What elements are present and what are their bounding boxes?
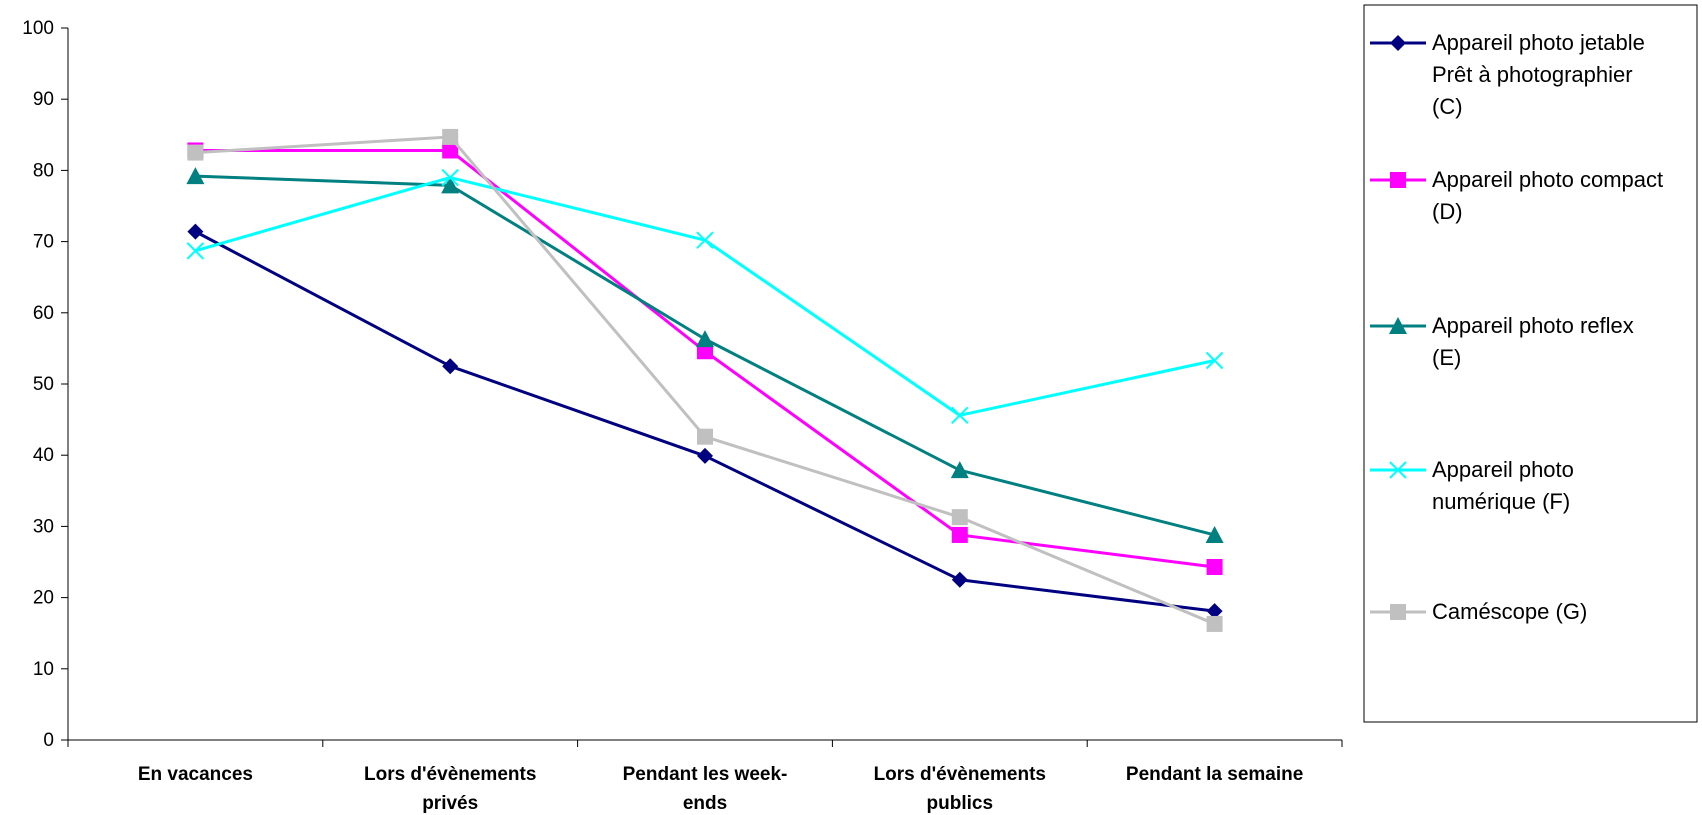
y-tick-label: 80 (33, 160, 54, 181)
y-tick-label: 70 (33, 232, 54, 253)
series-line (194, 176, 1215, 417)
x-axis-categories: En vacances Lors d'évènements privés Pendan… (67, 740, 1343, 814)
data-point (442, 142, 459, 159)
legend-marker (1389, 461, 1407, 479)
series-line (195, 135, 1216, 626)
y-tick-label: 40 (33, 445, 54, 466)
data-point (186, 167, 205, 185)
x-category-label: Lors d'évènements publics (874, 764, 1046, 814)
data-point (1206, 615, 1223, 632)
legend-entry: Appareil photo jetable Prêt à photographi… (1370, 30, 1645, 119)
data-point (951, 526, 968, 543)
legend-entry: Caméscope (G) (1370, 599, 1587, 624)
data-point (950, 461, 969, 479)
chart-series (186, 128, 1224, 632)
y-tick-label: 90 (33, 89, 54, 110)
series-1 (187, 223, 1223, 620)
data-point (697, 447, 713, 464)
chart-legend: Appareil photo jetable Prêt à photographi… (1363, 4, 1698, 723)
y-tick-label: 30 (33, 516, 54, 537)
series-4 (186, 168, 1224, 425)
data-point (187, 223, 204, 240)
data-point (697, 343, 713, 360)
x-category-label: Pendant les week-ends (623, 764, 788, 814)
data-point (951, 509, 968, 526)
legend-marker (1389, 317, 1407, 334)
y-tick-label: 0 (43, 730, 54, 751)
legend-marker (1390, 604, 1406, 620)
y-tick-label: 10 (33, 659, 54, 680)
data-point (951, 571, 968, 588)
y-tick-label: 100 (22, 18, 54, 39)
data-point (1205, 351, 1224, 370)
data-point (187, 144, 204, 161)
data-point (696, 231, 714, 249)
x-category-label: Pendant la semaine (1126, 764, 1303, 785)
data-point (186, 242, 205, 260)
data-point (441, 176, 460, 194)
chart-axes (67, 28, 1342, 741)
series-5 (187, 128, 1223, 632)
y-tick-label: 50 (33, 374, 54, 395)
data-point (696, 330, 714, 348)
data-point (441, 168, 459, 187)
data-point (1206, 558, 1223, 575)
legend-label: Appareil photo reflex (E) (1432, 313, 1634, 370)
legend-label: Appareil photo jetable Prêt à photographi… (1432, 30, 1645, 119)
legend-label: Appareil photo compact (D) (1432, 167, 1663, 224)
legend-marker (1390, 172, 1406, 188)
legend-entry: Appareil photo compact (D) (1370, 167, 1663, 224)
series-3 (186, 167, 1224, 543)
data-point (697, 428, 713, 445)
x-category-label: En vacances (138, 764, 253, 785)
data-point (442, 358, 459, 375)
legend-label: Appareil photo numérique (F) (1432, 457, 1574, 514)
series-line (194, 230, 1215, 613)
y-tick-label: 60 (33, 303, 54, 324)
y-tick-label: 20 (33, 588, 54, 609)
y-axis-ticks: 0 10 20 30 40 50 60 70 80 90 100 (22, 18, 68, 751)
legend-entry: Appareil photo reflex (E) (1370, 313, 1634, 370)
legend-label: Caméscope (G) (1432, 599, 1587, 624)
data-point (1206, 603, 1223, 620)
data-point (1205, 525, 1224, 543)
x-category-label: Lors d'évènements privés (364, 764, 536, 814)
legend-box (1363, 4, 1698, 723)
data-point (951, 406, 969, 425)
data-point (442, 128, 459, 145)
legend-entry: Appareil photo numérique (F) (1370, 457, 1574, 514)
legend-marker (1390, 35, 1406, 51)
